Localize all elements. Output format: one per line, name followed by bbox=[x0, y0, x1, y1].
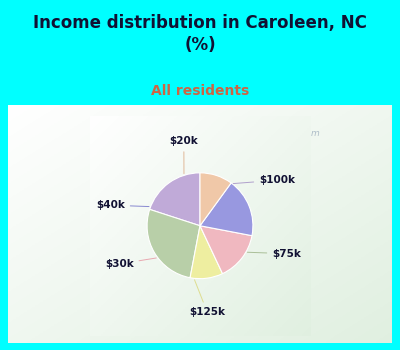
Text: $75k: $75k bbox=[248, 249, 301, 259]
Wedge shape bbox=[190, 226, 222, 279]
Text: $100k: $100k bbox=[233, 175, 295, 185]
Wedge shape bbox=[147, 209, 200, 278]
Text: $40k: $40k bbox=[96, 200, 149, 210]
Wedge shape bbox=[200, 173, 231, 226]
Text: $20k: $20k bbox=[170, 136, 198, 174]
Text: Income distribution in Caroleen, NC
(%): Income distribution in Caroleen, NC (%) bbox=[33, 14, 367, 54]
Wedge shape bbox=[150, 173, 200, 226]
Text: City-Data.com: City-Data.com bbox=[250, 129, 319, 138]
Text: All residents: All residents bbox=[151, 84, 249, 98]
Text: $125k: $125k bbox=[189, 280, 225, 317]
Wedge shape bbox=[200, 183, 253, 236]
Wedge shape bbox=[200, 226, 252, 274]
Text: $30k: $30k bbox=[105, 258, 156, 269]
